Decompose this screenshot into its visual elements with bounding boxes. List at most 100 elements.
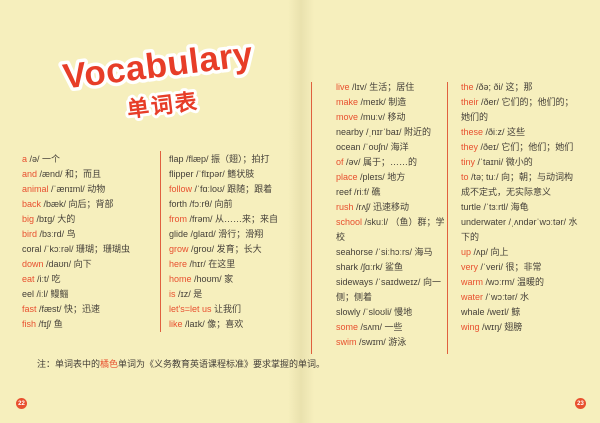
vocab-word: forth	[169, 199, 188, 209]
vocab-meaning: 鸟	[64, 229, 76, 239]
vocab-meaning: 鱼	[51, 319, 63, 329]
vocab-phonetic: /wɪŋ/	[479, 322, 502, 332]
title-chinese: 单词表	[126, 89, 201, 123]
vocab-meaning: 海龟	[508, 202, 529, 212]
vocab-entry: of /əv/ 属于；……的	[336, 155, 446, 170]
vocab-entry: reef /riːf/ 礁	[336, 185, 446, 200]
vocab-word: reef	[336, 187, 352, 197]
vocab-phonetic: /ðiːz/	[483, 127, 505, 137]
vocab-entry: animal /ˈænɪml/ 动物	[22, 182, 160, 197]
vocab-phonetic: /ə/	[27, 154, 40, 164]
vocab-entry: and /ænd/ 和；而且	[22, 167, 160, 182]
vocab-meaning: 大的	[54, 214, 76, 224]
vocab-meaning: 制造	[385, 97, 407, 107]
page-number-right-badge: 23	[575, 398, 586, 409]
vocab-phonetic: /weɪl/	[484, 307, 509, 317]
vocab-phonetic: /ʃɑːrk/	[358, 262, 383, 272]
vocab-phonetic: /muːv/	[358, 112, 386, 122]
vocab-phonetic: /swɪm/	[356, 337, 386, 347]
vocab-entry: down /daʊn/ 向下	[22, 257, 160, 272]
vocab-word: their	[461, 97, 479, 107]
vocab-word: swim	[336, 337, 357, 347]
column-divider-left-page	[160, 151, 161, 332]
vocab-entry: these /ðiːz/ 这些	[461, 125, 581, 140]
footnote: 注：单词表中的橘色单词为《义务教育英语课程标准》要求掌握的单词。	[37, 358, 325, 370]
vocab-meaning: 慢地	[391, 307, 413, 317]
vocab-word: ocean	[336, 142, 361, 152]
vocab-meaning: 向上	[488, 247, 509, 257]
vocab-entry: very /ˈveri/ 很；非常	[461, 260, 581, 275]
vocab-word: warm	[461, 277, 483, 287]
column-divider-center	[311, 82, 312, 354]
vocab-meaning: 珊瑚；珊瑚虫	[73, 244, 131, 254]
vocab-word: some	[336, 322, 359, 332]
vocab-phonetic: /ɡroʊ/	[188, 244, 215, 254]
vocab-word: to	[461, 172, 469, 182]
vocab-word: seahorse	[336, 247, 374, 257]
vocab-word: they	[461, 142, 479, 152]
vocab-word: down	[22, 259, 44, 269]
vocab-entry: underwater /ˌʌndərˈwɔːtər/ 水下的	[461, 215, 581, 245]
vocab-phonetic: /laɪk/	[182, 319, 205, 329]
vocab-phonetic: /bæk/	[41, 199, 67, 209]
vocab-meaning: 和；而且	[62, 169, 102, 179]
vocab-entry: like /laɪk/ 像；喜欢	[169, 317, 308, 332]
vocab-word: coral	[22, 244, 42, 254]
vocab-phonetic: /lɪv/	[349, 82, 367, 92]
vocab-entry: back /bæk/ 向后；背部	[22, 197, 160, 212]
vocab-meaning: 家	[221, 274, 234, 284]
vocab-phonetic: /bɜːrd/	[37, 229, 65, 239]
vocab-phonetic: /iːt/	[34, 274, 50, 284]
vocab-entry: eel /iːl/ 鳗鲡	[22, 287, 160, 302]
vocab-word: grow	[169, 244, 189, 254]
vocab-meaning: 振（翅）；拍打	[208, 154, 270, 164]
vocab-word: big	[22, 214, 35, 224]
vocab-entry: live /lɪv/ 生活；居住	[336, 80, 446, 95]
vocab-entry: eat /iːt/ 吃	[22, 272, 160, 287]
vocab-column-2: flap /flæp/ 振（翅）；拍打 flipper /ˈflɪpər/ 鳍状肢…	[169, 152, 308, 332]
vocab-word: fish	[22, 319, 37, 329]
vocab-phonetic: /ˈænɪml/	[48, 184, 85, 194]
title-graphic: Vocabulary 单词表	[57, 31, 258, 125]
vocab-meaning: 很；非常	[503, 262, 542, 272]
vocab-entry: whale /weɪl/ 鲸	[461, 305, 581, 320]
column-divider-right-page	[447, 82, 448, 354]
vocab-phonetic: /ðeɪ/	[478, 142, 499, 152]
vocab-word: wing	[461, 322, 480, 332]
vocab-word: home	[169, 274, 192, 284]
vocab-meaning: 温暖的	[514, 277, 545, 287]
vocab-word: move	[336, 112, 359, 122]
vocab-entry: flap /flæp/ 振（翅）；拍打	[169, 152, 308, 167]
vocab-meaning: （鱼）群；学校	[336, 217, 445, 242]
vocab-column-4: the /ðə; ði/ 这；那 their /ðer/ 它们的；他们的；她们的 t…	[461, 80, 581, 335]
vocab-phonetic: /ɪz/	[175, 289, 191, 299]
vocab-entry: let's=let us 让我们	[169, 302, 308, 317]
vocab-meaning: 游泳	[385, 337, 407, 347]
vocab-phonetic: /tə; tuː/	[468, 172, 499, 182]
vocab-entry: place /pleɪs/ 地方	[336, 170, 446, 185]
page-number-left: 22	[18, 400, 25, 407]
vocab-meaning: 鳗鲡	[48, 289, 69, 299]
vocab-phonetic: /pleɪs/	[357, 172, 385, 182]
vocab-word: up	[461, 247, 472, 257]
vocab-meaning: 是	[190, 289, 203, 299]
vocab-word: sideways	[336, 277, 374, 287]
vocab-meaning: 礁	[369, 187, 381, 197]
vocab-entry: they /ðeɪ/ 它们；他们；她们	[461, 140, 581, 155]
vocab-word: from	[169, 214, 187, 224]
vocab-column-1: a /ə/ 一个 and /ænd/ 和；而且 animal /ˈænɪml/ 动物…	[22, 152, 160, 332]
vocab-word: back	[22, 199, 42, 209]
vocab-word: is	[169, 289, 176, 299]
vocab-word: the	[461, 82, 474, 92]
vocab-meaning: 鲸	[508, 307, 521, 317]
vocab-phonetic: /daʊn/	[43, 259, 72, 269]
footnote-colored-word: 橘色	[100, 359, 119, 369]
vocab-meaning: 像；喜欢	[204, 319, 244, 329]
vocab-phonetic: /ˈkɔːrəl/	[41, 244, 74, 254]
vocab-meaning: 快；迅速	[61, 304, 101, 314]
vocab-entry: follow /ˈfɑːloʊ/ 跟随；跟着	[169, 182, 308, 197]
vocab-meaning: 微小的	[503, 157, 533, 167]
vocab-entry: seahorse /ˈsiːhɔːrs/ 海马	[336, 245, 446, 260]
vocab-entry: up /ʌp/ 向上	[461, 245, 581, 260]
vocab-entry: warm /wɔːrm/ 温暖的	[461, 275, 581, 290]
